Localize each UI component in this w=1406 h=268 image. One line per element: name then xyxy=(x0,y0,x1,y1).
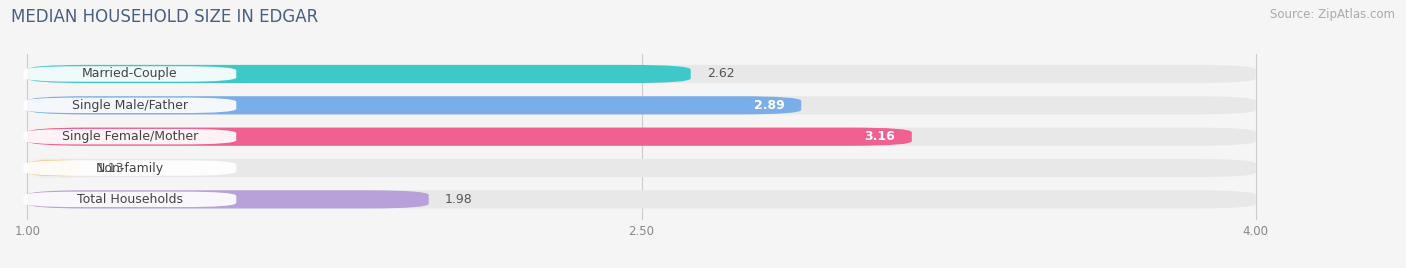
Text: Single Male/Father: Single Male/Father xyxy=(72,99,188,112)
Text: Married-Couple: Married-Couple xyxy=(82,68,177,80)
FancyBboxPatch shape xyxy=(28,128,1256,146)
Text: 1.98: 1.98 xyxy=(446,193,472,206)
FancyBboxPatch shape xyxy=(20,159,89,177)
FancyBboxPatch shape xyxy=(28,96,801,114)
Text: 2.62: 2.62 xyxy=(707,68,735,80)
FancyBboxPatch shape xyxy=(24,98,236,113)
FancyBboxPatch shape xyxy=(28,190,1256,209)
Text: MEDIAN HOUSEHOLD SIZE IN EDGAR: MEDIAN HOUSEHOLD SIZE IN EDGAR xyxy=(11,8,319,26)
Text: 3.16: 3.16 xyxy=(865,130,896,143)
FancyBboxPatch shape xyxy=(24,160,236,176)
Text: 2.89: 2.89 xyxy=(754,99,785,112)
FancyBboxPatch shape xyxy=(28,65,1256,83)
FancyBboxPatch shape xyxy=(24,192,236,207)
FancyBboxPatch shape xyxy=(28,190,429,209)
Text: Single Female/Mother: Single Female/Mother xyxy=(62,130,198,143)
Text: Non-family: Non-family xyxy=(96,162,165,174)
Text: Total Households: Total Households xyxy=(77,193,183,206)
FancyBboxPatch shape xyxy=(24,66,236,82)
FancyBboxPatch shape xyxy=(28,159,1256,177)
Text: Source: ZipAtlas.com: Source: ZipAtlas.com xyxy=(1270,8,1395,21)
FancyBboxPatch shape xyxy=(24,129,236,144)
FancyBboxPatch shape xyxy=(28,96,1256,114)
FancyBboxPatch shape xyxy=(28,128,912,146)
Text: 1.13: 1.13 xyxy=(97,162,125,174)
FancyBboxPatch shape xyxy=(28,65,690,83)
